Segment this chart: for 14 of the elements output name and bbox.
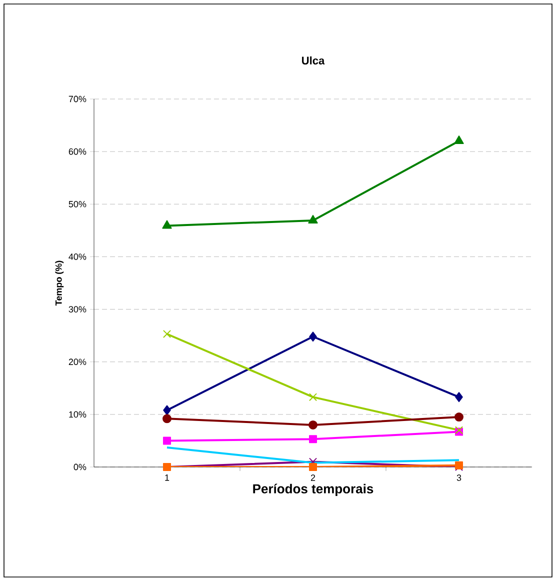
chart-title: Ulca (302, 56, 325, 64)
x-axis-title: Períodos temporais (253, 484, 374, 496)
y-axis-title: Tempo (%) (55, 260, 64, 306)
y-tick-label: 70% (68, 96, 86, 102)
y-tick-label: 60% (68, 148, 86, 155)
x-tick-label: 2 (310, 474, 316, 481)
x-tick-label: 3 (456, 474, 462, 481)
x-tick-label: 1 (165, 474, 170, 481)
y-tick-label: 0% (74, 464, 86, 470)
y-tick-label: 30% (68, 306, 86, 312)
y-tick-label: 10% (69, 411, 86, 418)
y-tick-label: 50% (68, 200, 86, 208)
y-tick-label: 40% (68, 254, 86, 260)
y-tick-label: 20% (68, 358, 86, 366)
